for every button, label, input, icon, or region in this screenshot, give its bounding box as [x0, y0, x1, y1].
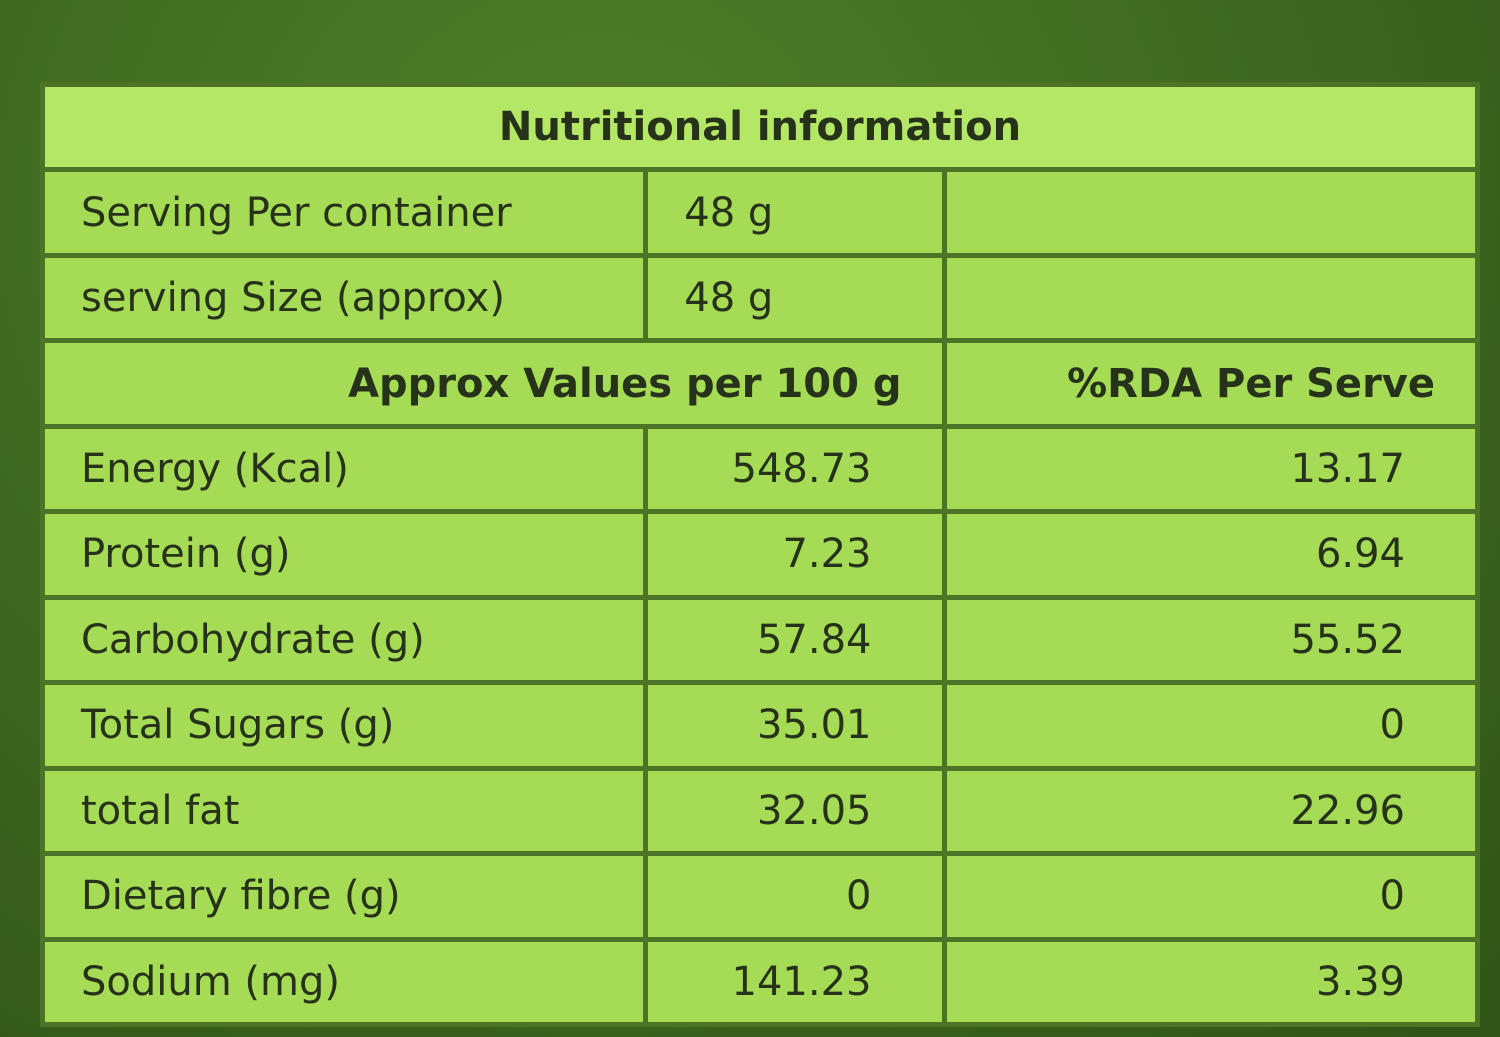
value: 548.73: [643, 423, 947, 515]
nutrient: total fat: [39, 765, 649, 857]
row: Energy (Kcal) 548.73 13.17: [39, 423, 1480, 515]
value: 48 g: [643, 252, 947, 344]
nutrient: Protein (g): [39, 509, 649, 600]
nutrient: Dietary fibre (g): [39, 851, 649, 942]
nutrient: Sodium (mg): [39, 936, 649, 1028]
row: Protein (g) 7.23 6.94: [39, 509, 1480, 600]
row: Dietary fibre (g) 0 0: [39, 851, 1480, 942]
value: 35.01: [643, 680, 947, 771]
column-header: Approx Values per 100 g: [40, 338, 947, 429]
empty-cell: [941, 167, 1480, 258]
value: 0: [941, 680, 1480, 771]
value: 0: [643, 851, 947, 942]
value: 6.94: [941, 509, 1480, 600]
nutrient: Total Sugars (g): [39, 680, 649, 771]
nutrient: Carbohydrate (g): [39, 594, 649, 686]
value: 22.96: [941, 765, 1480, 857]
column-header: %RDA Per Serve: [941, 338, 1480, 429]
nutrient: Energy (Kcal): [39, 423, 649, 515]
row: serving Size (approx) 48 g: [39, 252, 1480, 344]
row: total fat 32.05 22.96: [39, 765, 1480, 857]
value: 13.17: [941, 423, 1480, 515]
row: Carbohydrate (g) 57.84 55.52: [39, 594, 1480, 686]
value: 3.39: [941, 936, 1480, 1028]
row: Serving Per container 48 g: [39, 167, 1480, 258]
nutrition-table: Nutritional information Serving Per cont…: [39, 81, 1480, 1028]
label: serving Size (approx): [39, 252, 649, 344]
value: 32.05: [643, 765, 947, 857]
value: 57.84: [643, 594, 947, 686]
empty-cell: [941, 252, 1480, 344]
value: 0: [941, 851, 1480, 942]
title: Nutritional information: [40, 81, 1480, 173]
value: 141.23: [643, 936, 947, 1028]
value: 48 g: [643, 167, 947, 258]
value: 55.52: [941, 594, 1480, 686]
row: Total Sugars (g) 35.01 0: [39, 680, 1480, 771]
value: 7.23: [643, 509, 947, 600]
label: Serving Per container: [39, 167, 649, 258]
row: Approx Values per 100 g %RDA Per Serve: [40, 338, 1480, 429]
row: Sodium (mg) 141.23 3.39: [39, 936, 1480, 1028]
